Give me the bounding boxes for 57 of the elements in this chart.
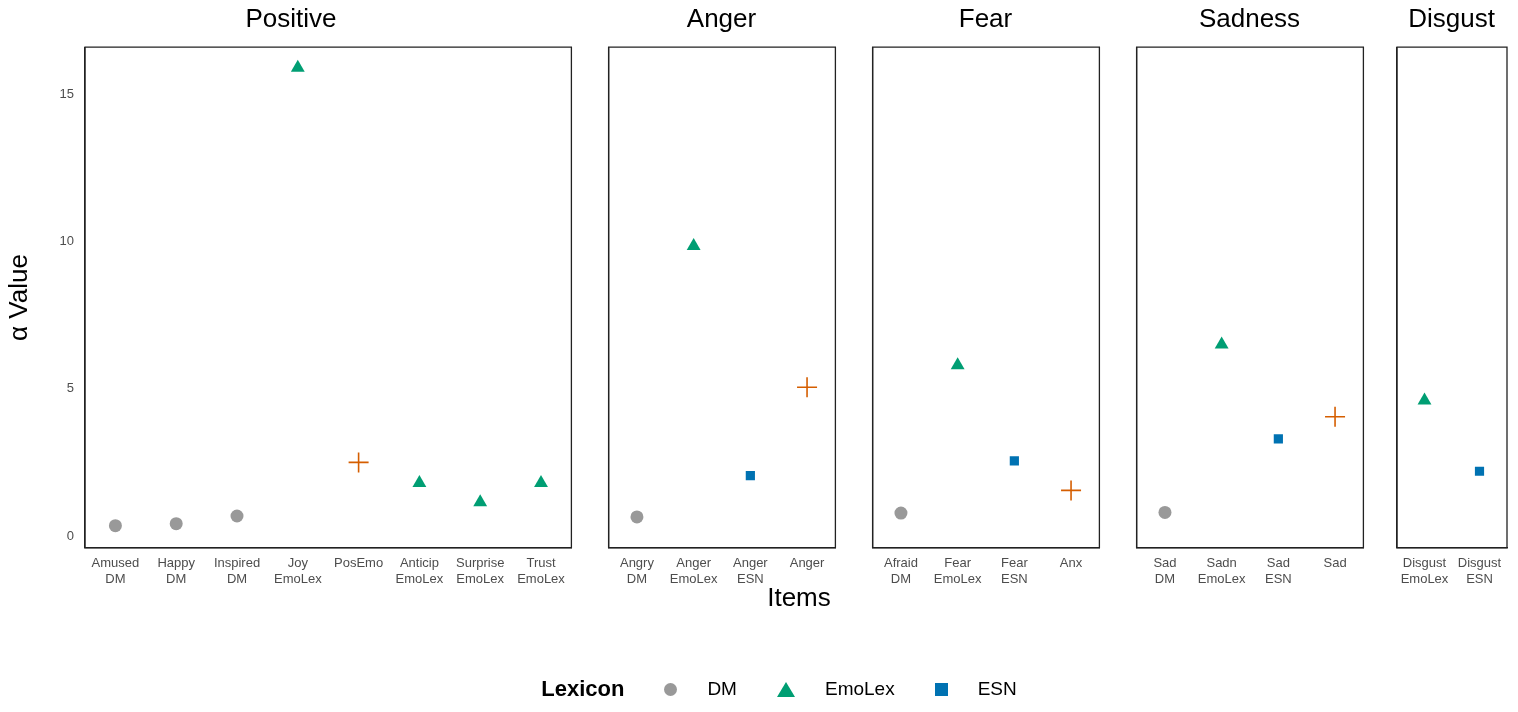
chart-title: Anger — [686, 2, 757, 33]
point — [347, 451, 370, 474]
x-tick-label: Anger — [789, 555, 826, 571]
x-axis-title: Items — [767, 582, 831, 612]
x-tick-label: Anticip EmoLex — [395, 555, 444, 586]
x-tick-label: Happy DM — [157, 555, 196, 586]
point — [1009, 456, 1019, 466]
x-tick-label: Fear EmoLex — [933, 555, 982, 586]
x-tick-label: Angry DM — [619, 555, 655, 586]
legend-label: EmoLex — [824, 678, 895, 700]
legend-label: DM — [707, 678, 737, 700]
x-tick-label: Disgust ESN — [1457, 555, 1502, 586]
x-tick-label: Trust EmoLex — [517, 555, 566, 586]
chart-title: Sadness — [1198, 2, 1301, 33]
point — [894, 506, 908, 520]
point — [1214, 336, 1229, 349]
x-tick-label: Sad DM — [1153, 555, 1177, 586]
point — [950, 357, 965, 370]
x-tick-label: Sad ESN — [1264, 555, 1292, 586]
legend-label: ESN — [977, 678, 1017, 700]
point — [290, 59, 305, 72]
point — [1273, 434, 1283, 444]
x-tick-label: Joy EmoLex — [273, 555, 323, 586]
x-tick-label: Anx — [1059, 555, 1083, 571]
x-tick-label: Anger ESN — [733, 555, 769, 586]
x-tick-label: Fear ESN — [1000, 555, 1029, 586]
point — [230, 509, 244, 523]
y-tick-label: 15 — [59, 85, 74, 101]
chart-title: Disgust — [1408, 2, 1496, 33]
point — [473, 494, 488, 507]
legend-title: Lexicon — [541, 676, 625, 702]
point — [169, 517, 183, 531]
point — [630, 510, 644, 524]
y-axis-title: α Value — [2, 254, 33, 341]
y-tick-label: 0 — [66, 527, 74, 543]
x-tick-label: Sad — [1323, 555, 1347, 571]
x-tick-label: Afraid DM — [883, 555, 918, 586]
point — [108, 519, 122, 533]
point — [412, 475, 427, 488]
y-tick-label: 10 — [59, 233, 74, 249]
point — [1060, 479, 1082, 502]
x-tick-label: Disgust EmoLex — [1400, 555, 1449, 586]
point — [1158, 505, 1172, 519]
x-tick-label: Surprise EmoLex — [455, 555, 505, 586]
x-tick-label: Sadn EmoLex — [1197, 555, 1246, 586]
point — [686, 237, 701, 250]
point — [534, 475, 548, 488]
chart-title: Positive — [245, 2, 337, 33]
x-tick-label: Amused DM — [91, 555, 140, 586]
chart-title: Fear — [958, 2, 1013, 33]
y-tick-label: 5 — [66, 380, 74, 396]
point — [1324, 405, 1346, 428]
x-tick-label: PosEmo — [334, 555, 384, 571]
point — [796, 376, 818, 399]
x-tick-label: Anger EmoLex — [669, 555, 718, 586]
point — [745, 471, 755, 481]
x-tick-label: Inspired DM — [213, 555, 261, 586]
